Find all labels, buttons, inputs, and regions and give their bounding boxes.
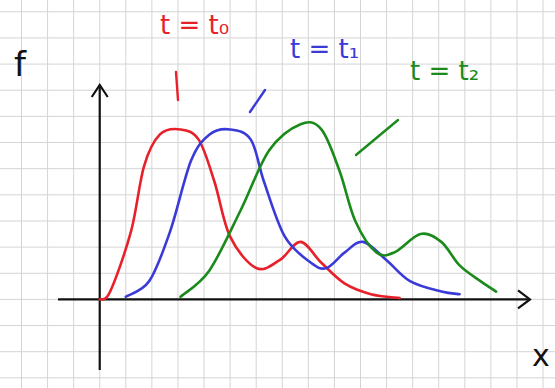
grid-line (0, 299, 555, 300)
leader-line (356, 120, 398, 155)
grid-line (360, 0, 361, 388)
x-axis-title: x (532, 338, 550, 373)
axes (58, 85, 530, 370)
grid-line (0, 194, 555, 195)
series-label: t = t₂ (410, 56, 479, 86)
chart: f x t = t₀ t = t₁ t = t₂ (0, 0, 555, 388)
grid-line (177, 0, 178, 388)
series-label: t = t₀ (160, 10, 229, 40)
grid-line (230, 0, 231, 388)
x-arrow (518, 290, 530, 308)
curve (100, 129, 400, 299)
grid-line (0, 11, 555, 12)
grid-line (490, 0, 491, 388)
grid-line (0, 325, 555, 326)
y-arrow (92, 85, 108, 97)
grid-line (543, 0, 544, 388)
curve (126, 129, 460, 297)
grid-line (0, 116, 555, 117)
leader-line (250, 90, 265, 112)
grid-line (47, 0, 48, 388)
grid-line (0, 37, 555, 38)
grid-line (282, 0, 283, 388)
grid-line (256, 0, 257, 388)
grid-line (0, 168, 555, 169)
leader-line (176, 72, 178, 100)
y-axis-title: f (14, 44, 27, 84)
grid-line (386, 0, 387, 388)
grid-line (0, 351, 555, 352)
series-label: t = t₁ (290, 34, 359, 64)
grid-line (125, 0, 126, 388)
curve (181, 122, 497, 297)
grid-line (204, 0, 205, 388)
grid-line (151, 0, 152, 388)
grid (0, 0, 555, 388)
curves (100, 122, 496, 299)
grid-line (73, 0, 74, 388)
grid-line (0, 90, 555, 91)
grid-line (99, 0, 100, 388)
y-axis (99, 85, 101, 370)
grid-line (0, 247, 555, 248)
grid-line (0, 377, 555, 378)
grid-line (516, 0, 517, 388)
x-axis (58, 298, 530, 300)
grid-line (0, 142, 555, 143)
